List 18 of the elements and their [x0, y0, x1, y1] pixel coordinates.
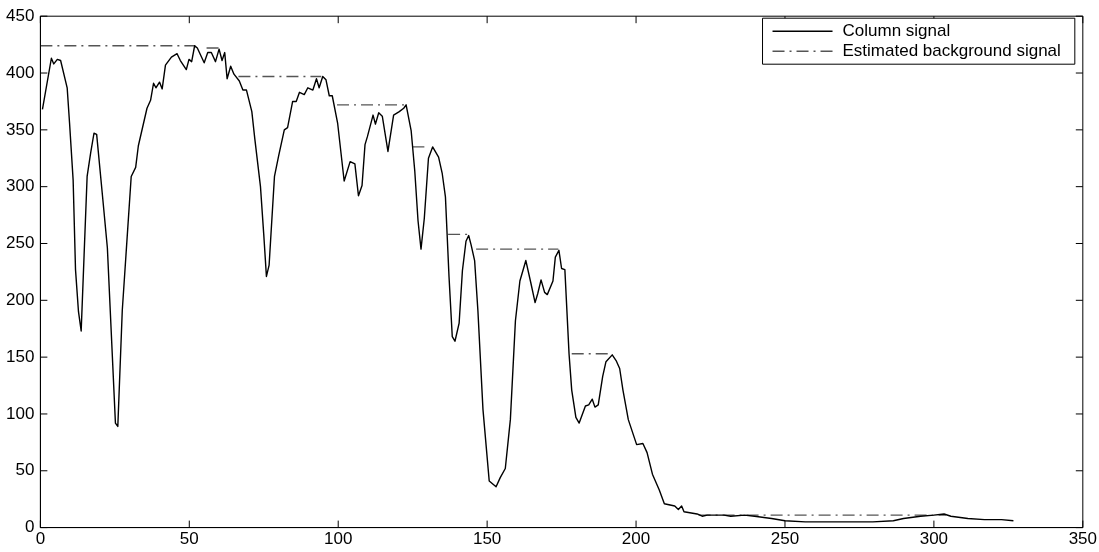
y-tick-label: 50: [15, 460, 35, 480]
x-tick-label: 350: [1068, 529, 1098, 549]
y-tick-label: 450: [5, 5, 35, 25]
x-tick-label: 100: [324, 529, 353, 549]
x-tick-label: 50: [179, 529, 199, 549]
y-tick-label: 350: [5, 119, 35, 139]
x-tick-label: 150: [472, 529, 502, 549]
y-tick-label: 250: [5, 233, 35, 253]
x-tick-label: 300: [919, 529, 949, 549]
y-tick-label: 300: [5, 176, 35, 196]
y-tick-label: 100: [5, 403, 35, 423]
legend-label: Estimated background signal: [842, 40, 1061, 60]
x-tick-label: 250: [770, 529, 800, 549]
y-tick-label: 400: [5, 62, 35, 82]
y-tick-label: 200: [5, 290, 35, 309]
y-tick-label: 150: [5, 346, 35, 366]
legend-label: Column signal: [842, 20, 951, 40]
x-tick-label: 200: [621, 529, 651, 549]
